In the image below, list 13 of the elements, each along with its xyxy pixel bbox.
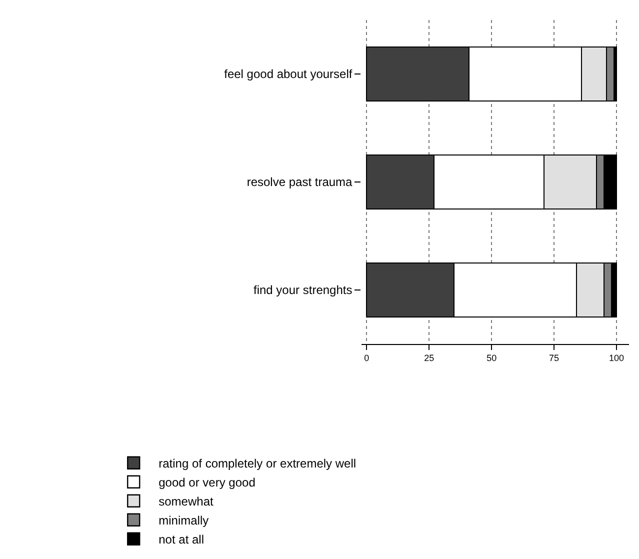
x-tick-label: 75 [549,352,560,363]
legend-label: minimally [158,514,209,528]
x-tick-label: 0 [364,352,370,363]
legend-label: rating of completely or extremely well [158,456,356,471]
x-tick-label: 50 [486,352,497,363]
y-tick-label: find your strenghts [254,283,352,298]
y-tick-label: feel good about yourself [224,67,353,82]
y-tick-label: resolve past trauma [246,175,353,190]
legend-label: not at all [158,532,204,547]
legend-label: good or very good [158,476,256,490]
legend-label: somewhat [158,494,214,509]
x-tick-label: 25 [424,352,434,363]
x-tick-label: 100 [608,352,624,363]
